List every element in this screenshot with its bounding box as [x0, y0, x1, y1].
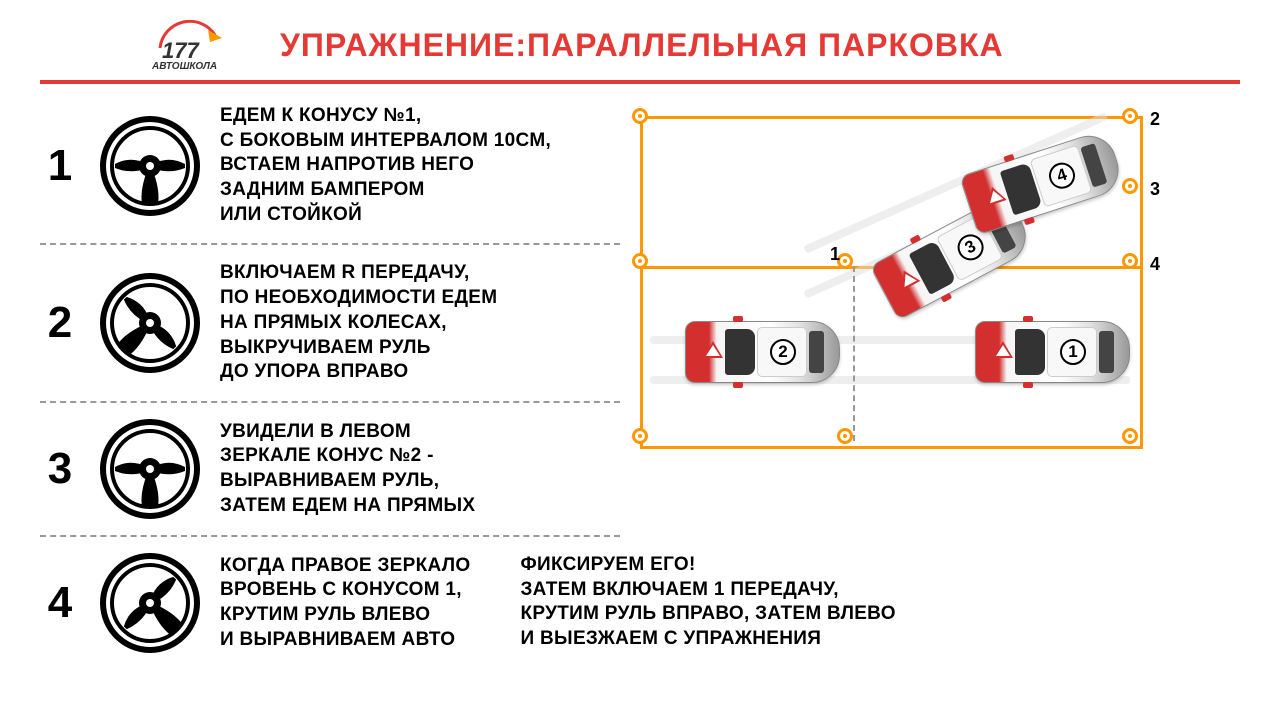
- divider-dash: [40, 401, 620, 403]
- header: 177 АВТОШКОЛА УПРАЖНЕНИЕ:ПАРАЛЛЕЛЬНАЯ ПА…: [40, 20, 1240, 70]
- step-text-4: КОГДА ПРАВОЕ ЗЕРКАЛОВРОВЕНЬ С КОНУСОМ 1,…: [220, 554, 470, 653]
- car-position-2: 2: [685, 321, 840, 383]
- car-number: 1: [1060, 339, 1086, 365]
- cone-marker: [1122, 253, 1138, 269]
- steering-wheel-icon: [100, 273, 200, 373]
- final-instructions: ФИКСИРУЕМ ЕГО!ЗАТЕМ ВКЛЮЧАЕМ 1 ПЕРЕДАЧУ,…: [520, 553, 895, 653]
- page-title: УПРАЖНЕНИЕ:ПАРАЛЛЕЛЬНАЯ ПАРКОВКА: [280, 27, 1004, 64]
- parking-diagram: 12341234: [630, 96, 1170, 476]
- logo-number: 177: [162, 38, 200, 63]
- step-number: 1: [40, 141, 80, 191]
- cone-label: 4: [1150, 254, 1160, 275]
- step-row-1: 1 ЕДЕМ К КОНУСУ №1,С БОКОВЫМ ИНТЕРВАЛОМ …: [40, 96, 620, 235]
- steering-wheel-icon: [100, 553, 200, 653]
- boundary-line: [640, 446, 1140, 449]
- dash-line: [853, 266, 855, 441]
- cone-marker: [1122, 428, 1138, 444]
- steering-wheel-icon: [100, 116, 200, 216]
- divider-dash: [40, 243, 620, 245]
- cone-marker: [1122, 108, 1138, 124]
- step-row-2: 2 ВКЛЮЧАЕМ R ПЕРЕДАЧУ,ПО НЕОБХОДИМОСТИ Е…: [40, 253, 620, 392]
- steering-wheel-icon: [100, 419, 200, 519]
- cone-marker: [837, 428, 853, 444]
- steps-column: 1 ЕДЕМ К КОНУСУ №1,С БОКОВЫМ ИНТЕРВАЛОМ …: [40, 96, 620, 545]
- step-number: 3: [40, 444, 80, 494]
- boundary-line: [640, 116, 643, 446]
- final-row: 4 КОГДА ПРАВОЕ ЗЕРКАЛОВРОВЕНЬ С КОНУСОМ …: [40, 553, 1240, 653]
- car-number: 2: [770, 339, 796, 365]
- logo: 177 АВТОШКОЛА: [150, 20, 260, 70]
- cone-marker: [632, 253, 648, 269]
- boundary-line: [640, 116, 1140, 119]
- cone-marker: [632, 108, 648, 124]
- step-text: ЕДЕМ К КОНУСУ №1,С БОКОВЫМ ИНТЕРВАЛОМ 10…: [220, 104, 551, 227]
- cone-label: 1: [830, 244, 840, 265]
- cone-label: 3: [1150, 179, 1160, 200]
- car-position-1: 1: [975, 321, 1130, 383]
- divider-dash: [40, 535, 620, 537]
- divider-main: [40, 80, 1240, 84]
- cone-marker: [1122, 178, 1138, 194]
- cone-marker: [632, 428, 648, 444]
- logo-subtitle: АВТОШКОЛА: [151, 61, 217, 70]
- step-text: УВИДЕЛИ В ЛЕВОМЗЕРКАЛЕ КОНУС №2 -ВЫРАВНИ…: [220, 420, 475, 519]
- diagram-column: 12341234: [630, 96, 1240, 545]
- cone-label: 2: [1150, 109, 1160, 130]
- step-number: 2: [40, 298, 80, 348]
- step-text: ВКЛЮЧАЕМ R ПЕРЕДАЧУ,ПО НЕОБХОДИМОСТИ ЕДЕ…: [220, 261, 497, 384]
- step-row-3: 3 УВИДЕЛИ В ЛЕВОМЗЕРКАЛЕ КОНУС №2 -ВЫРАВ…: [40, 411, 620, 527]
- boundary-line: [1140, 116, 1143, 449]
- step-number-4: 4: [40, 578, 80, 628]
